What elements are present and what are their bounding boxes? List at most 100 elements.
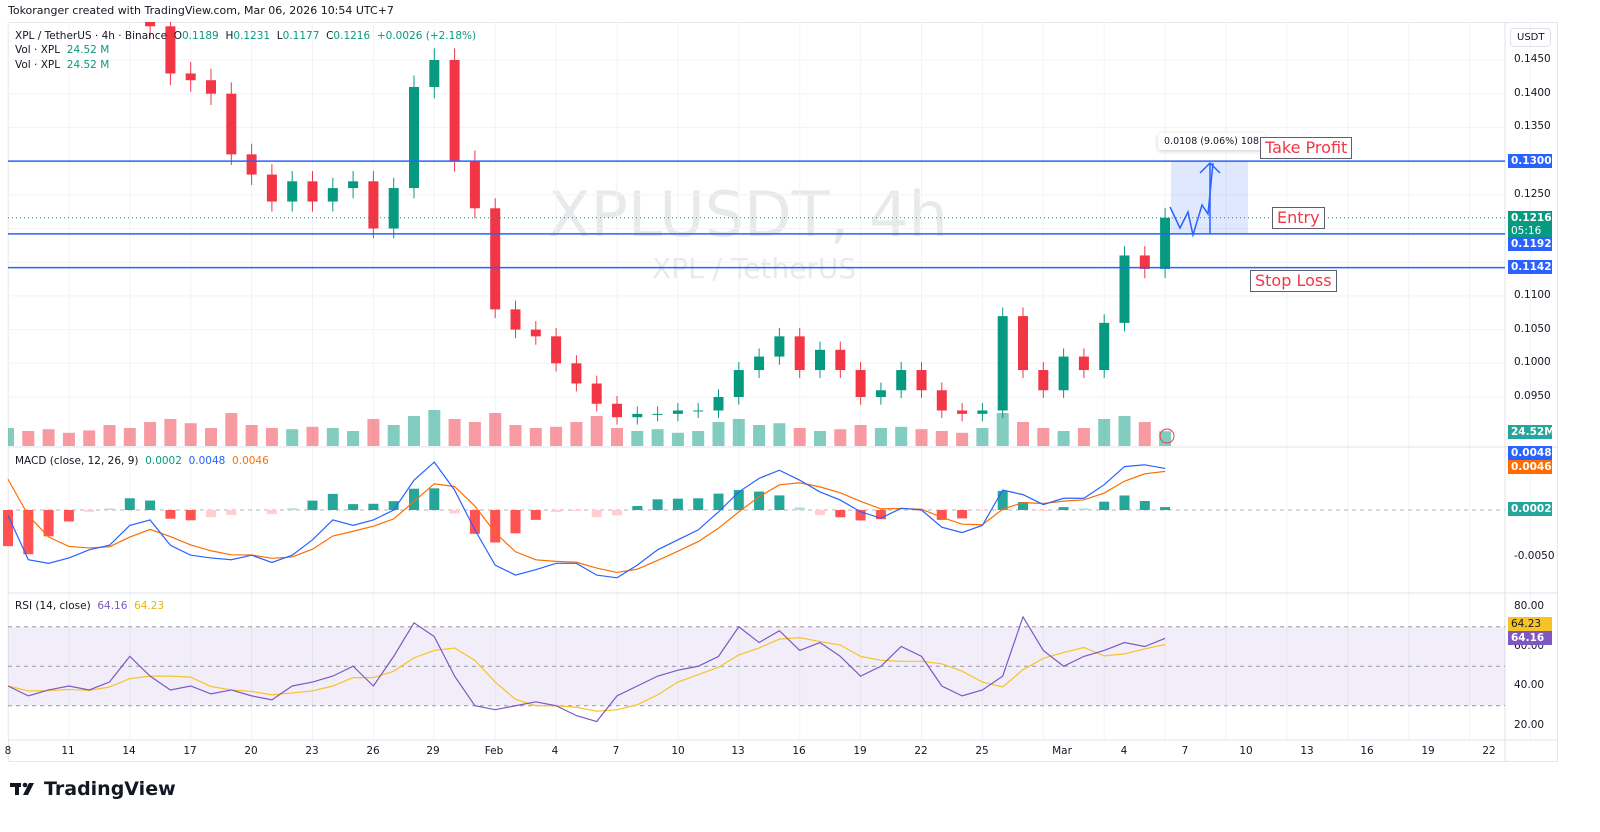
time-tick-label: 14	[122, 745, 136, 757]
change-value: +0.0026 (+2.18%)	[376, 30, 477, 42]
macd-histogram-bar	[409, 488, 419, 510]
candle-body	[896, 370, 907, 391]
symbol-name: XPL / TetherUS · 4h · Binance	[15, 30, 168, 42]
volume-bar	[265, 428, 278, 446]
candle-body	[693, 410, 704, 412]
volume-bar	[874, 428, 887, 446]
candle-body	[713, 397, 724, 411]
macd-histogram-bar	[165, 510, 176, 519]
rsi-legend[interactable]: RSI (14, close) 64.16 64.23	[15, 600, 164, 612]
macd-histogram-bar	[875, 510, 886, 520]
stop-loss-label[interactable]: Stop Loss	[1250, 270, 1337, 292]
macd-histogram-bar	[1099, 501, 1110, 510]
macd-histogram-bar	[388, 501, 399, 510]
volume-bar	[408, 416, 420, 446]
volume-legend-1[interactable]: Vol · XPL 24.52 M	[15, 44, 109, 56]
time-tick-label: 26	[366, 745, 380, 757]
macd-histogram-bar	[206, 510, 216, 518]
candle-body	[226, 93, 237, 155]
macd-legend[interactable]: MACD (close, 12, 26, 9) 0.0002 0.0048 0.…	[15, 455, 269, 467]
macd-histogram-bar	[469, 510, 480, 534]
macd-histogram-bar	[226, 510, 237, 515]
macd-histogram-bar	[124, 498, 135, 510]
volume-bar	[651, 429, 664, 446]
symbol-legend[interactable]: XPL / TetherUS · 4h · Binance O0.1189 H0…	[15, 30, 476, 42]
macd-histogram-bar	[449, 510, 460, 514]
macd-histogram-bar	[1119, 495, 1130, 510]
currency-button[interactable]: USDT	[1510, 28, 1552, 47]
macd-histogram-bar	[815, 510, 825, 516]
macd-histogram-bar	[612, 510, 622, 516]
projection-path	[1169, 162, 1214, 238]
candle-body	[266, 174, 277, 202]
macd-histogram-bar	[936, 510, 947, 520]
tradingview-brand: TradingView	[44, 778, 176, 800]
candle-body	[794, 336, 805, 371]
candle-body	[733, 370, 744, 397]
measure-label: 0.0108 (9.06%) 108	[1158, 133, 1266, 150]
macd-line	[7, 461, 1166, 579]
candle-body	[875, 390, 886, 397]
rsi-value: 64.16	[97, 600, 128, 612]
last-price-tag: 0.1216	[1508, 211, 1552, 225]
macd-histogram-bar	[591, 510, 602, 518]
volume-bar	[42, 429, 55, 446]
macd-histogram-bar	[794, 507, 805, 510]
time-tick-label: 8	[4, 745, 12, 757]
price-tick-label: 0.0950	[1514, 390, 1551, 402]
volume-bar	[712, 422, 725, 446]
volume-bar	[62, 432, 75, 446]
volume-bar	[347, 431, 360, 446]
volume-bar	[753, 425, 766, 446]
macd-histogram-bar	[368, 503, 379, 510]
candle-body	[591, 383, 602, 404]
volume-bar	[854, 425, 867, 446]
time-tick-label: 29	[426, 745, 440, 757]
candle-body	[1160, 217, 1171, 269]
tradingview-logo[interactable]: TradingView	[10, 778, 176, 800]
candle-body	[997, 316, 1008, 411]
volume-bar	[671, 432, 684, 446]
macd-histogram-bar	[3, 510, 13, 547]
volume-bar	[611, 428, 623, 446]
volume-bar	[1017, 422, 1029, 446]
macd-histogram-bar	[551, 510, 562, 512]
volume-bar	[509, 425, 522, 446]
volume-bar	[144, 422, 157, 446]
candle-body	[571, 363, 582, 384]
close-value: 0.1216	[333, 30, 371, 42]
volume-legend-2[interactable]: Vol · XPL 24.52 M	[15, 59, 109, 71]
volume-bar	[570, 422, 583, 446]
candle-body	[449, 60, 460, 162]
macd-histogram-bar	[43, 510, 54, 537]
macd-tag: 0.0048	[1508, 446, 1552, 460]
candle-body	[754, 356, 765, 371]
time-tick-label: 20	[244, 745, 258, 757]
volume-value: 24.52 M	[66, 59, 110, 71]
macd-tick-label: -0.0050	[1514, 550, 1555, 562]
macd-histogram-bar	[693, 498, 704, 510]
candle-body	[936, 390, 947, 411]
rsi-ma-value: 64.23	[134, 600, 165, 612]
macd-histogram-bar	[855, 510, 866, 521]
candle-body	[490, 208, 501, 310]
candle-body	[530, 329, 541, 337]
candle-body	[246, 154, 257, 175]
candle-body	[551, 336, 562, 364]
macd-histogram-bar	[1160, 507, 1171, 510]
macd-histogram-bar	[429, 488, 440, 510]
watermark-subtitle: XPL / TetherUS	[652, 252, 857, 285]
candle-body	[916, 370, 927, 391]
volume-bar	[225, 413, 238, 446]
take-profit-label[interactable]: Take Profit	[1260, 137, 1353, 159]
time-tick-label: Feb	[484, 745, 504, 757]
volume-bar	[1138, 422, 1151, 446]
price-tick-label: 0.1400	[1514, 86, 1551, 99]
candle-body	[206, 80, 216, 94]
price-tick-label: 0.1050	[1514, 322, 1551, 335]
macd-histogram-bar	[1038, 510, 1049, 512]
entry-label[interactable]: Entry	[1272, 207, 1325, 229]
histogram-tag: 0.0002	[1508, 502, 1552, 516]
volume-bar	[245, 425, 258, 446]
